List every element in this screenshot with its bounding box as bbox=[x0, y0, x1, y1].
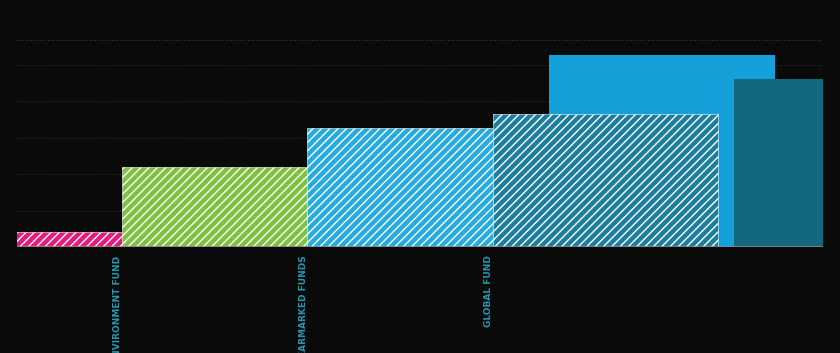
Bar bbox=[364, 183, 590, 247]
Text: ENVIRONMENT FUND: ENVIRONMENT FUND bbox=[113, 256, 122, 353]
Bar bbox=[170, 223, 396, 247]
Bar bbox=[122, 167, 348, 247]
Bar bbox=[492, 114, 718, 247]
Bar bbox=[0, 233, 154, 247]
Bar bbox=[549, 55, 774, 247]
Text: GLOBAL FUND: GLOBAL FUND bbox=[484, 256, 493, 328]
Text: EARMARKED FUNDS: EARMARKED FUNDS bbox=[298, 256, 307, 353]
Bar bbox=[307, 128, 533, 247]
Bar bbox=[734, 79, 840, 247]
